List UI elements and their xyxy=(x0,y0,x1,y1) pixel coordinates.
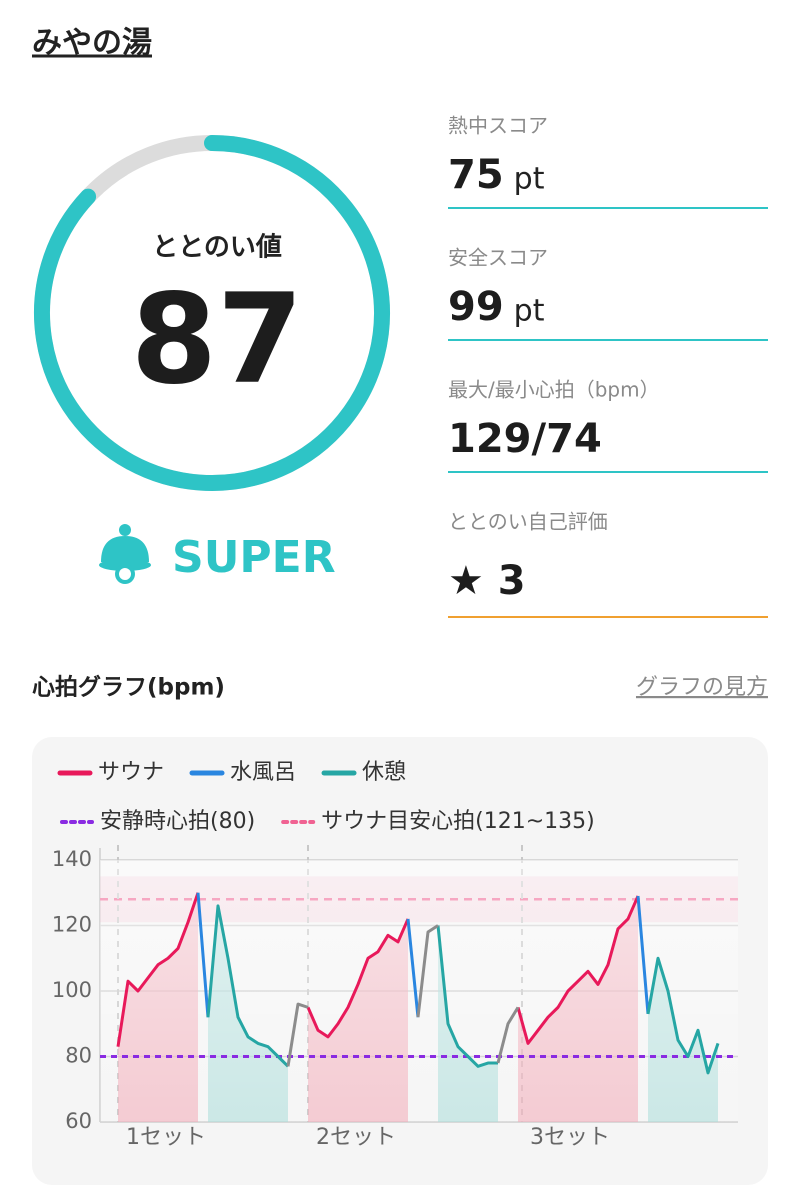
y-tick-label: 60 xyxy=(65,1109,92,1133)
rank-icon xyxy=(99,524,151,584)
y-tick-label: 140 xyxy=(52,847,92,871)
score-value: 87 xyxy=(131,268,304,412)
rank: SUPER xyxy=(172,532,336,583)
y-tick-label: 120 xyxy=(52,913,92,937)
legend-label: サウナ目安心拍(121~135) xyxy=(321,809,595,834)
stat-value: 129/74 xyxy=(448,416,602,462)
gauge-arc xyxy=(34,135,390,491)
legend-label: 休憩 xyxy=(362,760,406,785)
stat-unit: pt xyxy=(514,294,545,329)
set-label: 3セット xyxy=(530,1125,610,1150)
score-label: ととのい値 xyxy=(152,233,282,263)
line xyxy=(286,924,520,1067)
graph-title: 心拍グラフ(bpm) xyxy=(32,674,225,701)
stat-value: 75 xyxy=(448,152,504,198)
legend-label: 安静時心拍(80) xyxy=(100,809,255,834)
graph-help-link[interactable]: グラフの見方 xyxy=(636,675,768,700)
stat-unit: pt xyxy=(514,162,545,197)
line xyxy=(196,892,650,1018)
line xyxy=(206,904,720,1075)
legend-label: サウナ xyxy=(98,760,164,785)
stat-label: ととのい自己評価 xyxy=(448,510,608,534)
y-tick-label: 80 xyxy=(65,1044,92,1068)
stat-label: 安全スコア xyxy=(448,246,548,270)
set-label: 2セット xyxy=(316,1125,396,1150)
stat-value: 99 xyxy=(448,284,504,330)
page-title: みやの湯 xyxy=(32,26,152,61)
stat-label: 熱中スコア xyxy=(448,114,548,138)
legend-label: 水風呂 xyxy=(230,760,296,785)
stat-value: ★ 3 xyxy=(448,558,526,604)
y-tick-label: 100 xyxy=(52,978,92,1002)
stat-label: 最大/最小心拍（bpm） xyxy=(448,378,660,402)
line xyxy=(116,892,640,1047)
set-label: 1セット xyxy=(126,1125,206,1150)
